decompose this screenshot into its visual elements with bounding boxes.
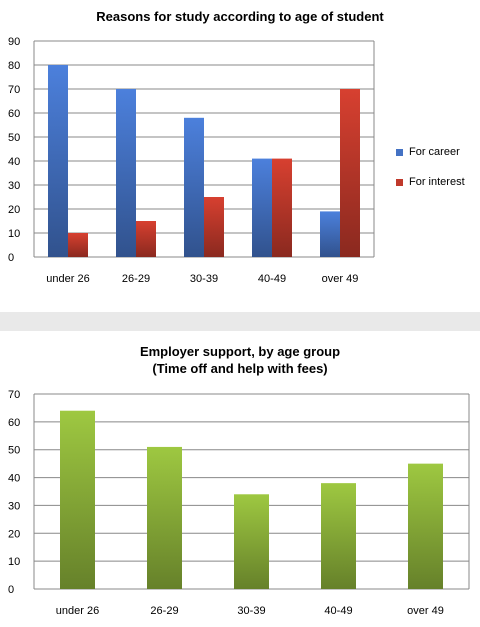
y-tick-label: 50 (8, 445, 20, 457)
x-tick-label: 30-39 (237, 605, 265, 617)
legend-label: For interest (409, 176, 465, 188)
x-tick-label: 26-29 (150, 605, 178, 617)
y-tick-label: 0 (8, 584, 14, 596)
y-tick-label: 60 (8, 108, 20, 120)
x-tick-label: under 26 (56, 605, 99, 617)
bar (184, 117, 204, 257)
y-tick-label: 30 (8, 500, 20, 512)
y-tick-label: 40 (8, 156, 20, 168)
bar (68, 233, 88, 257)
bar (48, 65, 68, 257)
bar (321, 483, 356, 589)
chart-plot: 0 10 20 30 40 50 60 70 under 26 26-29 30-39 40-49 ov… (8, 389, 470, 617)
x-tick-label: over 49 (322, 273, 359, 285)
y-tick-label: 80 (8, 60, 20, 72)
y-tick-label: 10 (8, 228, 20, 240)
y-tick-label: 0 (8, 252, 14, 264)
bar (147, 446, 182, 589)
y-tick-label: 20 (8, 528, 20, 540)
chart-plot: 0 10 20 30 40 50 60 70 80 90 under 26 26-29 30-39 40-… (8, 36, 375, 285)
x-tick-label: over 49 (407, 605, 444, 617)
x-tick-label: 30-39 (190, 273, 218, 285)
y-tick-label: 20 (8, 204, 20, 216)
chart-reasons-for-study: Reasons for study according to age of st… (0, 0, 480, 312)
chart-separator (0, 312, 480, 331)
chart-legend: For career For interest (396, 145, 465, 205)
bar (408, 463, 443, 589)
y-tick-label: 50 (8, 132, 20, 144)
chart-employer-support: Employer support, by age group (Time off… (0, 331, 480, 627)
bar (252, 158, 272, 257)
bar (136, 221, 156, 257)
chart-title: Reasons for study according to age of st… (96, 9, 384, 24)
bar (234, 494, 269, 589)
x-tick-label: under 26 (46, 273, 89, 285)
y-tick-label: 10 (8, 556, 20, 568)
bar (204, 197, 224, 257)
legend-swatch (396, 148, 403, 156)
legend-swatch (396, 178, 403, 186)
bar (60, 410, 95, 589)
y-tick-label: 40 (8, 473, 20, 485)
y-tick-label: 60 (8, 417, 20, 429)
y-tick-label: 70 (8, 389, 20, 401)
bar (320, 211, 340, 257)
y-tick-label: 90 (8, 36, 20, 48)
y-tick-label: 30 (8, 180, 20, 192)
x-tick-label: 40-49 (324, 605, 352, 617)
legend-item: For interest (396, 175, 465, 189)
x-tick-label: 26-29 (122, 273, 150, 285)
legend-label: For career (409, 146, 460, 158)
bar (116, 89, 136, 257)
bar (272, 158, 292, 257)
chart-title-line-1: Employer support, by age group (139, 344, 341, 359)
chart-title-line-2: (Time off and help with fees) (152, 361, 328, 376)
x-tick-label: 40-49 (258, 273, 286, 285)
y-tick-label: 70 (8, 84, 20, 96)
bar (340, 89, 360, 257)
legend-item: For career (396, 145, 465, 159)
